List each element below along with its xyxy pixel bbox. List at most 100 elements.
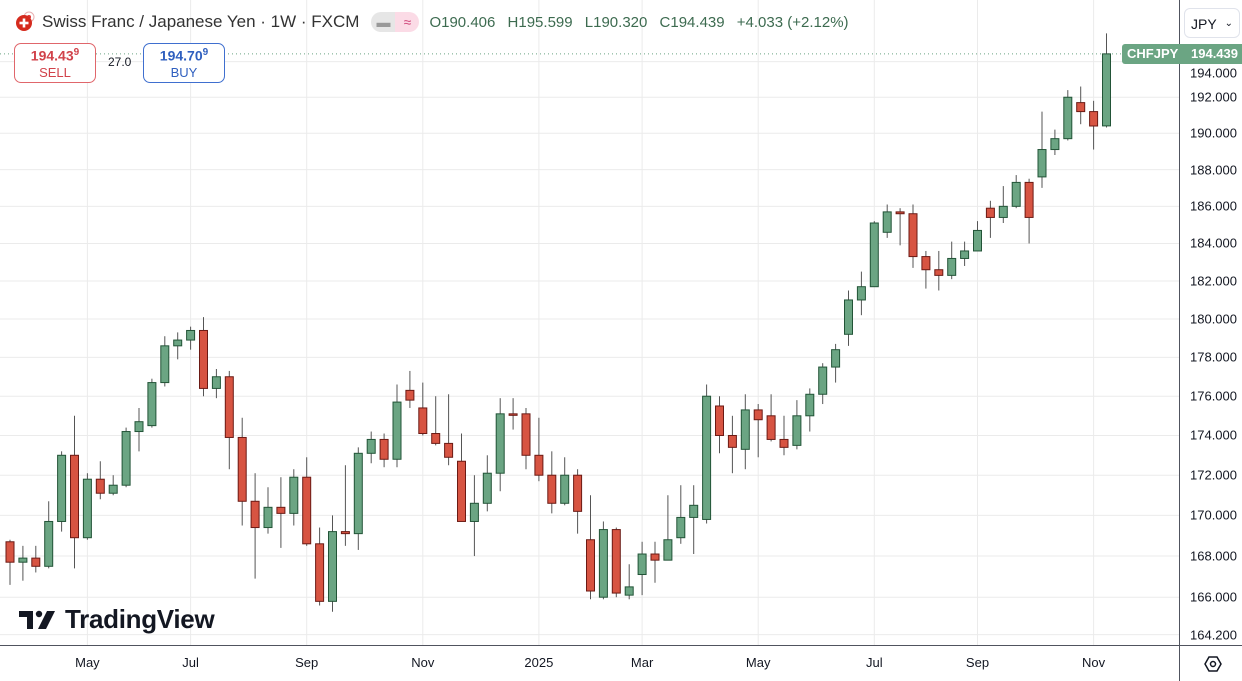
price-tick-label: 174.000 <box>1190 427 1237 443</box>
buy-button[interactable]: 194.709 BUY <box>143 43 225 83</box>
candle-down <box>908 204 918 268</box>
candle-body <box>998 205 1008 218</box>
candle-body <box>95 478 105 494</box>
candle-up <box>57 451 67 532</box>
candle-body <box>844 299 853 335</box>
candle-body <box>547 474 557 504</box>
open-label: O <box>429 13 442 31</box>
candle-down <box>199 317 208 397</box>
candle-body <box>457 460 466 522</box>
price-tick-label: 194.000 <box>1190 65 1237 81</box>
candle-down <box>418 382 428 436</box>
candle-down <box>444 394 454 466</box>
candle-body <box>405 389 415 401</box>
current-symbol: CHFJPY <box>1122 43 1180 64</box>
candle-body <box>289 476 299 514</box>
candle-up <box>831 343 841 383</box>
candle-body <box>57 454 67 522</box>
candle-body <box>611 529 621 594</box>
candle-body <box>366 438 376 454</box>
price-tick-label: 190.000 <box>1190 125 1237 141</box>
price-tick-label: 192.000 <box>1190 89 1237 105</box>
price-tick-label: 184.000 <box>1190 235 1237 251</box>
candle-up <box>1102 33 1111 128</box>
candle-body <box>482 472 492 504</box>
price-tick-label: 178.000 <box>1190 349 1237 365</box>
candle-up <box>882 204 892 238</box>
candle-body <box>689 504 699 518</box>
buy-label: BUY <box>170 64 198 80</box>
candle-body <box>560 474 570 504</box>
candle-body <box>199 329 208 389</box>
time-tick-label: Mar <box>630 655 654 670</box>
candle-down <box>1089 100 1099 150</box>
candle-body <box>134 421 144 433</box>
candle-up <box>328 515 337 612</box>
indicator-pill[interactable]: ▬ ≈ <box>371 12 420 32</box>
candle-up <box>1037 111 1047 188</box>
minus-icon[interactable]: ▬ <box>371 12 396 32</box>
price-tick-label: 180.000 <box>1190 311 1237 327</box>
candle-up <box>18 545 28 581</box>
candle-body <box>792 415 802 446</box>
candle-body <box>856 286 866 301</box>
buy-price-pip: 9 <box>202 47 209 58</box>
tradingview-logo[interactable]: TradingView <box>19 604 215 635</box>
candle-up <box>353 447 363 550</box>
price-tick-label: 164.200 <box>1190 627 1237 643</box>
candle-up <box>1063 90 1073 141</box>
candle-up <box>82 473 92 540</box>
wave-icon[interactable]: ≈ <box>395 12 420 32</box>
price-axis[interactable]: 164.200 166.000 168.000 170.000 172.000 174.0… <box>1179 0 1242 645</box>
symbol-title[interactable]: Swiss Franc / Japanese Yen · 1W · FXCM <box>42 12 360 31</box>
candle-down <box>650 541 660 583</box>
candle-body <box>766 415 776 440</box>
candle-up <box>469 475 479 557</box>
time-tick-label: May <box>75 655 100 670</box>
candle-body <box>676 516 686 539</box>
candle-body <box>224 376 234 438</box>
candle-body <box>431 433 441 444</box>
candle-down <box>934 250 944 291</box>
price-tick-label: 168.000 <box>1190 548 1237 564</box>
sell-button[interactable]: 194.439 SELL <box>14 43 96 83</box>
candle-up <box>947 241 957 280</box>
candle-body <box>495 413 505 474</box>
candle-down <box>379 433 389 468</box>
candle-down <box>5 539 15 585</box>
candle-body <box>1102 53 1111 127</box>
candle-up <box>598 521 608 600</box>
candle-up <box>805 388 815 432</box>
candle-body <box>727 434 737 448</box>
time-tick-label: Sep <box>295 655 319 670</box>
candle-down <box>727 415 737 474</box>
currency-select[interactable]: JPY ⌄ <box>1184 8 1240 38</box>
candle-body <box>650 553 660 561</box>
candle-up <box>676 485 686 544</box>
candle-down <box>611 527 621 598</box>
time-axis[interactable]: May Jul Sep Nov 2025 Mar May Jul Sep Nov <box>0 645 1179 681</box>
candle-body <box>392 401 402 460</box>
swiss-flag-icon <box>14 11 36 33</box>
candle-body <box>340 531 350 535</box>
tradingview-logo-icon <box>19 610 55 629</box>
candle-body <box>869 222 879 288</box>
sell-price-pip: 9 <box>73 47 80 58</box>
candle-body <box>173 339 183 347</box>
logo-text: TradingView <box>65 604 215 634</box>
candle-down <box>534 417 544 482</box>
candle-down <box>1076 86 1086 125</box>
current-price-value: 194.439 <box>1180 43 1242 64</box>
sell-price: 194.43 <box>30 47 74 64</box>
candlestick-chart[interactable] <box>0 0 1179 645</box>
settings-button[interactable] <box>1179 645 1242 681</box>
candle-down <box>1024 178 1034 244</box>
candle-body <box>818 366 828 395</box>
candle-body <box>921 256 931 271</box>
candle-body <box>973 229 982 252</box>
candle-up <box>263 487 273 534</box>
candle-down <box>895 208 905 246</box>
low-value: 190.320 <box>593 13 648 31</box>
change-value: +4.033 (+2.12%) <box>736 13 849 31</box>
candle-body <box>960 250 970 259</box>
